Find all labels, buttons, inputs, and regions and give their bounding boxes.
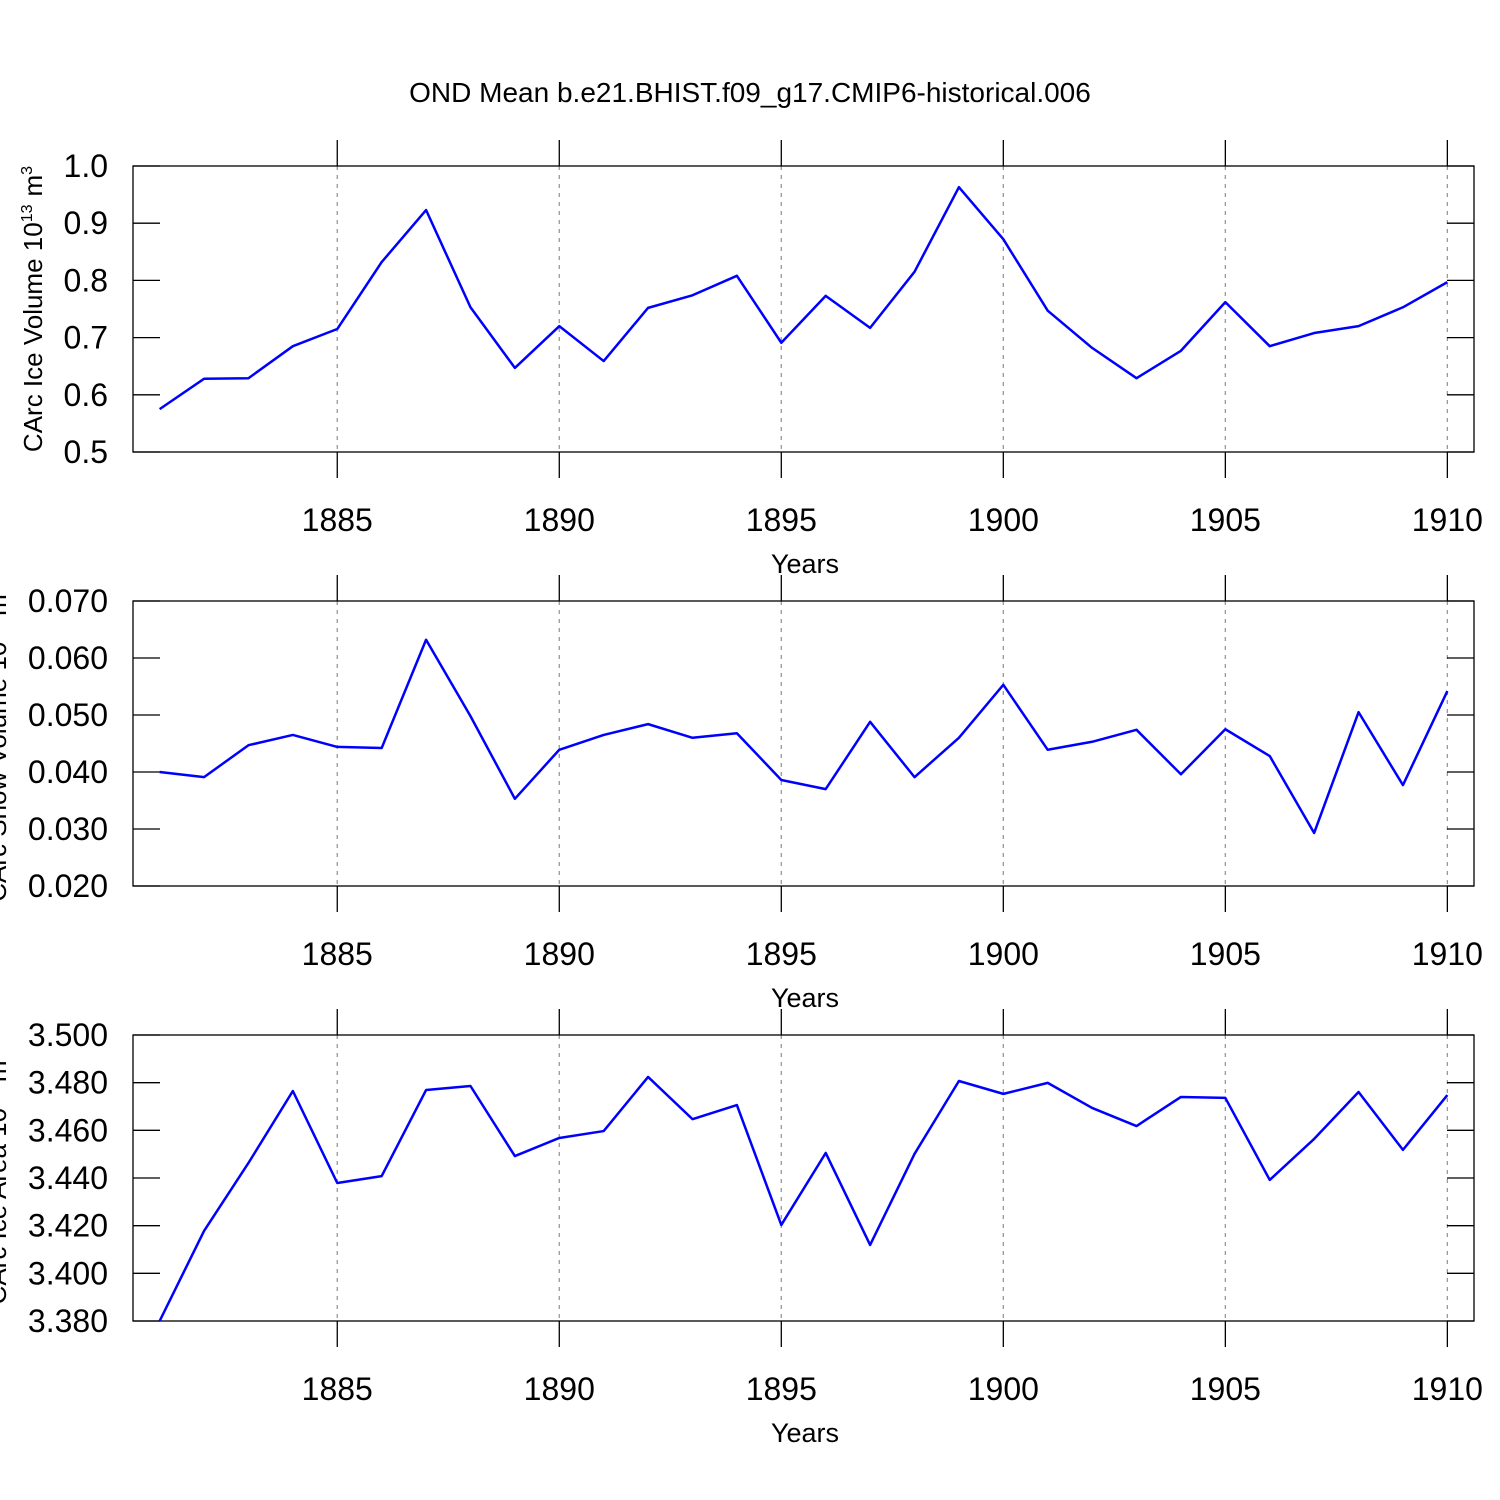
y-tick-label: 3.400 bbox=[28, 1255, 108, 1291]
x-tick-label: 1900 bbox=[968, 936, 1039, 972]
x-tick-label: 1905 bbox=[1190, 502, 1261, 538]
x-tick-label: 1885 bbox=[302, 502, 373, 538]
y-tick-label: 3.380 bbox=[28, 1303, 108, 1339]
x-tick-label: 1890 bbox=[524, 936, 595, 972]
x-tick-label: 1885 bbox=[302, 1371, 373, 1407]
y-tick-label: 0.7 bbox=[64, 320, 108, 356]
y-axis-title-part: CArc Ice Volume 10 bbox=[18, 222, 48, 452]
y-tick-label: 0.050 bbox=[28, 697, 108, 733]
y-axis-title: CArc Ice Area 1013m2 bbox=[0, 1051, 12, 1304]
data-line bbox=[158, 1075, 1449, 1322]
x-tick-label: 1890 bbox=[524, 1371, 595, 1407]
y-tick-label: 1.0 bbox=[64, 148, 108, 184]
x-tick-label: 1895 bbox=[746, 936, 817, 972]
y-tick-label: 0.070 bbox=[28, 583, 108, 619]
y-tick-label: 3.460 bbox=[28, 1112, 108, 1148]
x-tick-label: 1895 bbox=[746, 1371, 817, 1407]
x-tick-label: 1890 bbox=[524, 502, 595, 538]
y-axis-title-part: 3 bbox=[19, 166, 36, 175]
x-tick-label: 1910 bbox=[1412, 1371, 1483, 1407]
y-axis-title: CArc Ice Volume 1013 m3 bbox=[18, 166, 48, 452]
y-axis-title-part: m bbox=[18, 175, 48, 197]
plot-frame bbox=[132, 600, 1475, 887]
y-tick-label: 3.420 bbox=[28, 1208, 108, 1244]
y-tick-label: 0.9 bbox=[64, 205, 108, 241]
y-axis-title-part: m bbox=[0, 1060, 12, 1082]
y-axis-title-part: 13 bbox=[19, 204, 36, 222]
x-axis-title: Years bbox=[771, 983, 839, 1013]
y-axis-title-part: CArc Ice Area 10 bbox=[0, 1108, 12, 1305]
x-tick-label: 1910 bbox=[1412, 502, 1483, 538]
y-tick-label: 0.060 bbox=[28, 640, 108, 676]
x-tick-label: 1910 bbox=[1412, 936, 1483, 972]
chart-title: OND Mean b.e21.BHIST.f09_g17.CMIP6-histo… bbox=[409, 77, 1091, 108]
y-tick-label: 3.480 bbox=[28, 1065, 108, 1101]
x-tick-label: 1900 bbox=[968, 502, 1039, 538]
x-tick-label: 1895 bbox=[746, 502, 817, 538]
x-axis-title: Years bbox=[771, 1418, 839, 1448]
x-tick-label: 1905 bbox=[1190, 1371, 1261, 1407]
y-axis-title-part: m bbox=[0, 594, 12, 616]
y-tick-label: 0.030 bbox=[28, 811, 108, 847]
data-line bbox=[159, 638, 1449, 835]
y-tick-label: 0.8 bbox=[64, 262, 108, 298]
x-tick-label: 1905 bbox=[1190, 936, 1261, 972]
y-tick-label: 0.040 bbox=[28, 754, 108, 790]
y-tick-label: 0.5 bbox=[64, 434, 108, 470]
plot-frame bbox=[132, 165, 1475, 453]
y-axis-title: CArc Snow Volume 1013m3 bbox=[0, 585, 12, 902]
y-tick-label: 0.6 bbox=[64, 377, 108, 413]
x-tick-label: 1885 bbox=[302, 936, 373, 972]
plot-frame bbox=[132, 1034, 1475, 1322]
y-axis-title-part: CArc Snow Volume 10 bbox=[0, 642, 12, 902]
x-axis-title: Years bbox=[771, 549, 839, 579]
data-line bbox=[158, 185, 1448, 411]
y-tick-label: 3.500 bbox=[28, 1017, 108, 1053]
y-tick-label: 0.020 bbox=[28, 868, 108, 904]
x-tick-label: 1900 bbox=[968, 1371, 1039, 1407]
y-tick-label: 3.440 bbox=[28, 1160, 108, 1196]
